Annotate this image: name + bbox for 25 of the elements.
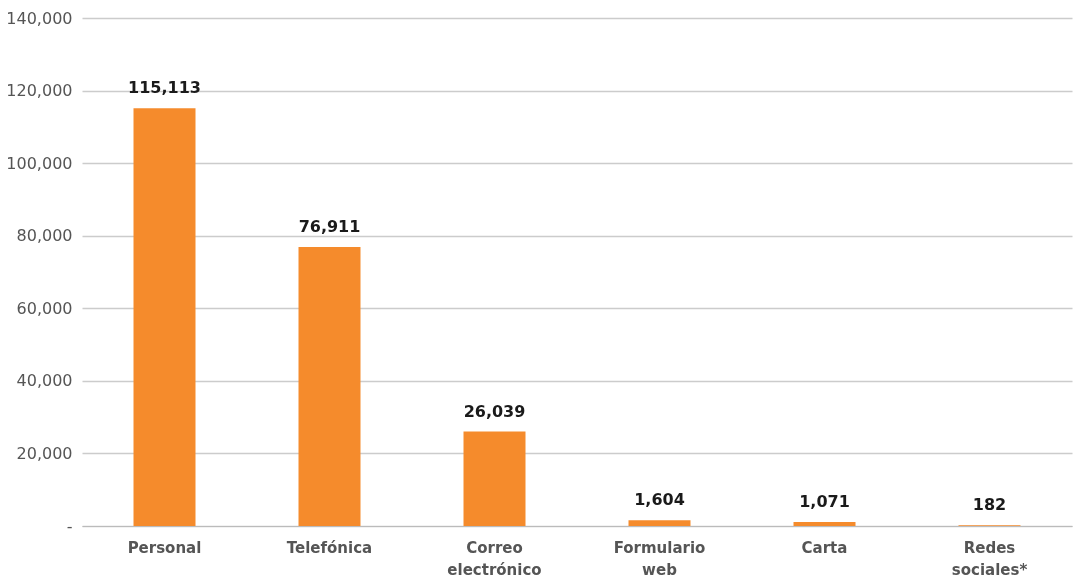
data-label: 26,039 <box>463 401 526 421</box>
x-tick-label: Carta <box>801 538 848 557</box>
bar <box>793 522 856 526</box>
y-tick-label: 20,000 <box>16 443 73 463</box>
y-tick-label: 140,000 <box>6 8 73 28</box>
x-tick-label: Redes sociales* <box>951 538 1028 579</box>
data-label: 1,071 <box>799 492 850 512</box>
bar <box>298 246 361 526</box>
y-tick-label: 40,000 <box>16 371 73 391</box>
y-tick-label: - <box>66 516 73 536</box>
bar <box>628 520 691 526</box>
y-tick-label: 80,000 <box>16 226 73 246</box>
bar <box>463 431 526 526</box>
bar <box>133 108 196 526</box>
data-label: 76,911 <box>298 216 361 236</box>
data-label: 115,113 <box>128 78 201 98</box>
x-tick-label: Correo electrónico <box>447 538 542 579</box>
x-tick-label: Formulario web <box>613 538 706 579</box>
data-label: 182 <box>972 495 1007 515</box>
x-tick-label: Personal <box>127 538 202 557</box>
y-tick-label: 120,000 <box>6 81 73 101</box>
y-tick-label: 100,000 <box>6 153 73 173</box>
data-label: 1,604 <box>634 490 685 510</box>
y-tick-label: 60,000 <box>16 298 73 318</box>
x-tick-label: Telefónica <box>286 538 373 557</box>
